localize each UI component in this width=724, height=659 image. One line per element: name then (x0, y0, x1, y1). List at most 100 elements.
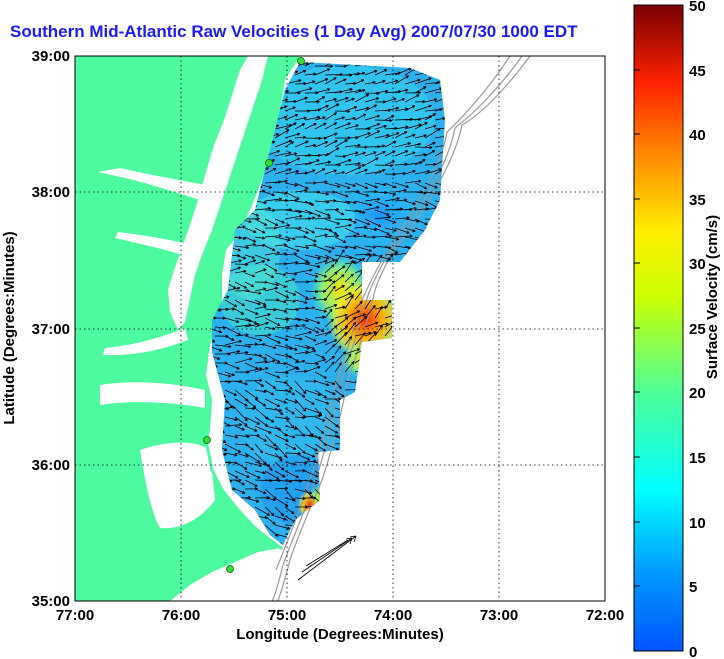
velocity-arrow (274, 129, 290, 139)
velocity-arrow (224, 389, 238, 396)
velocity-arrow (274, 151, 292, 157)
velocity-arrow (334, 78, 347, 85)
velocity-arrow (264, 263, 278, 272)
colorbar-tick-label: 5 (689, 579, 697, 596)
velocity-arrow (264, 380, 277, 389)
velocity-arrow (324, 308, 333, 319)
velocity-arrow (404, 142, 422, 148)
velocity-arrow (364, 227, 378, 232)
colorbar-tick-label: 40 (689, 127, 706, 144)
velocity-arrow (324, 325, 338, 337)
velocity-arrow (244, 452, 261, 463)
velocity-arrow (334, 191, 349, 198)
velocity-arrow (334, 88, 353, 94)
velocity-arrow (244, 389, 259, 400)
velocity-arrow (364, 157, 379, 166)
velocity-arrow (264, 506, 275, 517)
velocity-arrow (354, 315, 368, 328)
outer-banks (205, 444, 283, 551)
velocity-arrow (234, 344, 252, 349)
velocity-arrow (264, 353, 281, 363)
velocity-arrow (314, 96, 326, 103)
velocity-arrow (294, 135, 306, 139)
velocity-arrow (244, 416, 261, 425)
velocity-arrow (234, 425, 245, 431)
velocity-arrow (344, 260, 357, 265)
velocity-arrow (304, 236, 317, 243)
velocity-arrow (344, 227, 360, 236)
velocity-arrow (284, 214, 303, 220)
velocity-arrow (334, 274, 345, 283)
velocity-arrow (334, 265, 346, 274)
velocity-arrow (304, 443, 318, 452)
velocity-arrow (314, 278, 333, 283)
velocity-arrow (254, 218, 268, 226)
velocity-arrow (324, 132, 338, 139)
velocity-arrow (274, 470, 286, 478)
velocity-arrow (414, 153, 427, 157)
colorbar-tick-label: 20 (689, 385, 706, 402)
velocity-arrow (324, 285, 336, 301)
velocity-arrow (354, 200, 373, 207)
velocity-arrow (314, 68, 331, 76)
velocity-arrow (374, 151, 386, 157)
velocity-arrow (424, 150, 436, 157)
colorbar-tick-label: 10 (689, 515, 706, 532)
velocity-arrow (344, 336, 353, 346)
velocity-arrow (344, 97, 355, 103)
velocity-arrow (284, 191, 300, 200)
velocity-arrow (324, 245, 335, 250)
x-tick-label: 74:00 (374, 607, 412, 624)
x-axis-label: Longitude (Degrees:Minutes) (236, 626, 444, 643)
velocity-arrow (394, 198, 408, 202)
velocity-arrow (414, 104, 432, 112)
velocity-arrow (294, 443, 306, 454)
velocity-arrow (234, 245, 250, 250)
velocity-arrow (384, 191, 397, 196)
velocity-arrow (254, 254, 271, 262)
velocity-arrow (244, 299, 261, 306)
velocity-arrow (354, 168, 368, 175)
velocity-arrow (284, 226, 302, 230)
grid-lines (75, 56, 605, 601)
velocity-arrow (344, 273, 354, 283)
velocity-arrow (234, 357, 253, 364)
velocity-arrow (212, 335, 216, 343)
velocity-arrow (274, 317, 290, 322)
velocity-arrow (294, 123, 306, 130)
velocity-arrow (434, 105, 445, 112)
velocity-arrow (234, 452, 249, 458)
velocity-arrow (234, 269, 247, 274)
velocity-arrow (244, 254, 255, 259)
velocity-arrow (274, 407, 284, 416)
velocity-arrow (314, 168, 326, 175)
velocity-arrow (294, 116, 307, 121)
velocity-arrow (314, 353, 325, 359)
velocity-arrow (314, 425, 325, 434)
velocity-arrow (324, 355, 336, 364)
x-tick-label: 77:00 (56, 607, 94, 624)
velocity-arrow (334, 325, 349, 337)
velocity-arrow (264, 251, 281, 256)
velocity-arrow (334, 159, 352, 166)
velocity-arrow (244, 398, 257, 409)
velocity-arrow (394, 216, 410, 220)
velocity-arrow (234, 479, 245, 486)
velocity-arrow (354, 182, 369, 189)
velocity-arrow (254, 287, 267, 292)
radar-station (297, 57, 305, 65)
velocity-arrow (254, 380, 265, 387)
radar-station (203, 436, 211, 444)
velocity-arrow (254, 268, 267, 274)
velocity-arrow (324, 280, 336, 292)
velocity-arrow (274, 179, 288, 184)
velocity-arrow (294, 245, 310, 250)
velocity-arrow (304, 216, 316, 220)
velocity-arrow (394, 234, 413, 238)
velocity-arrow (294, 261, 311, 265)
radar-station (226, 565, 234, 573)
velocity-arrow (424, 141, 436, 148)
velocity-arrow (314, 64, 333, 68)
velocity-arrow (384, 106, 400, 112)
velocity-arrow (334, 122, 351, 130)
